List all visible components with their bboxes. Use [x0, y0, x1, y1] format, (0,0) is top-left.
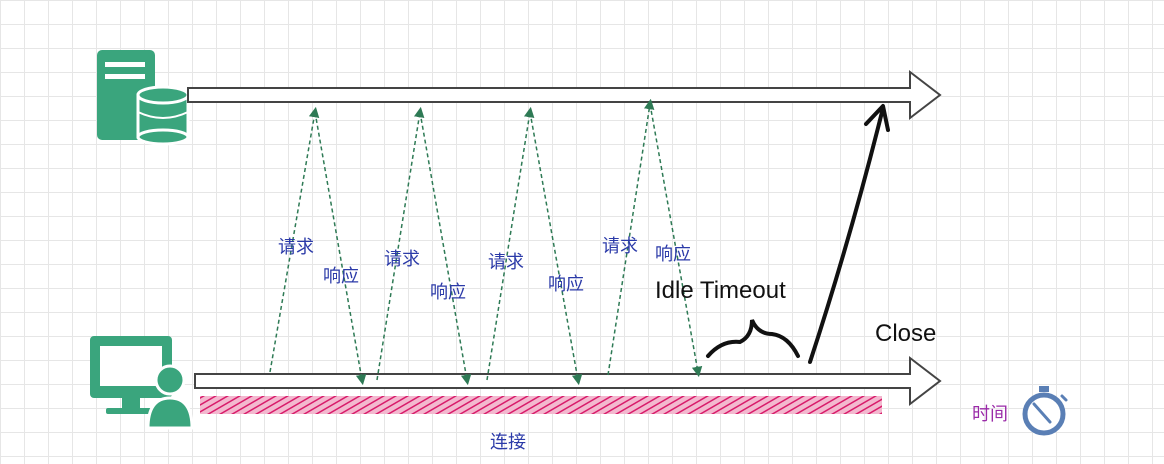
- connection-bar: [200, 396, 882, 414]
- request-label-2: 请求: [384, 249, 420, 270]
- request-response-arrows: [269, 98, 703, 386]
- request-label-1: 请求: [278, 237, 314, 258]
- response-arrow-2: [419, 111, 472, 386]
- idle-timeout-brace: [706, 319, 800, 358]
- response-arrow-3: [529, 111, 583, 386]
- close-arrow: [808, 110, 884, 364]
- server-database-icon: [97, 50, 190, 146]
- response-arrow-1: [314, 111, 367, 386]
- request-arrow-1: [269, 106, 320, 373]
- response-label-1: 响应: [323, 266, 359, 287]
- connection-label: 连接: [490, 432, 526, 453]
- request-label-4: 请求: [602, 236, 638, 257]
- response-label-2: 响应: [430, 282, 466, 303]
- close-label: Close: [875, 320, 936, 347]
- response-label-4: 响应: [655, 244, 691, 265]
- response-label-3: 响应: [548, 274, 584, 295]
- response-arrow-4: [649, 103, 703, 378]
- server-timeline-arrow: [187, 69, 942, 121]
- stopwatch-icon: [1022, 386, 1068, 436]
- close-arrow-head: [864, 104, 890, 132]
- computer-user-icon: [90, 336, 194, 430]
- request-label-3: 请求: [488, 252, 524, 273]
- client-timeline-arrow: [194, 355, 942, 407]
- request-arrow-2: [376, 106, 425, 381]
- request-arrow-4: [607, 98, 655, 376]
- request-arrow-3: [486, 106, 535, 381]
- idle-timeout-label: Idle Timeout: [655, 277, 786, 304]
- time-label: 时间: [972, 404, 1008, 425]
